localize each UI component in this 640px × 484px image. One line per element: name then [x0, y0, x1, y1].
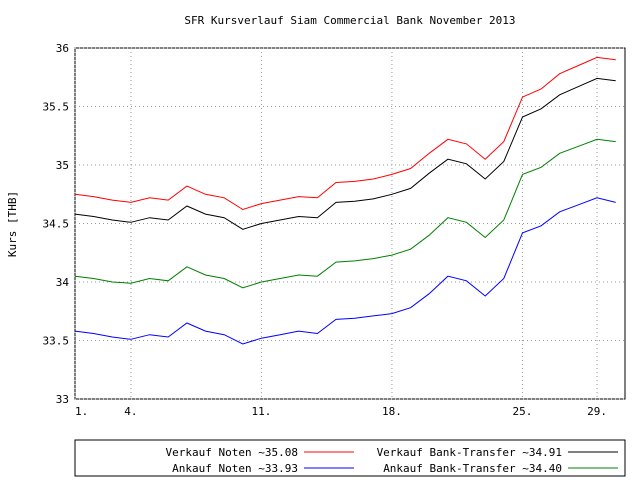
- y-tick-label: 34: [56, 276, 70, 289]
- x-tick-label: 1.: [75, 405, 88, 418]
- series-line: [74, 138, 616, 289]
- y-tick-label: 35.5: [43, 101, 70, 114]
- x-tick-label: 18.: [382, 405, 402, 418]
- legend-label: Ankauf Bank-Transfer ~34.40: [383, 462, 562, 475]
- legend-label: Verkauf Bank-Transfer ~34.91: [377, 446, 562, 459]
- x-tick-label: 11.: [252, 405, 272, 418]
- y-axis-label: Kurs [THB]: [6, 191, 19, 257]
- y-tick-label: 36: [56, 42, 69, 55]
- y-tick-label: 33: [56, 393, 69, 406]
- series-line: [74, 56, 616, 211]
- y-tick-label: 35: [56, 159, 69, 172]
- legend-label: Ankauf Noten ~33.93: [172, 462, 298, 475]
- y-tick-label: 34.5: [43, 218, 70, 231]
- x-tick-label: 25.: [513, 405, 533, 418]
- series-line: [74, 197, 616, 345]
- x-tick-label: 4.: [124, 405, 137, 418]
- chart-title: SFR Kursverlauf Siam Commercial Bank Nov…: [184, 14, 515, 27]
- series-line: [74, 77, 616, 230]
- legend-box: [74, 439, 626, 477]
- y-tick-label: 33.5: [43, 335, 70, 348]
- x-tick-label: 29.: [587, 405, 607, 418]
- plot-frame: [74, 47, 626, 400]
- legend-label: Verkauf Noten ~35.08: [166, 446, 298, 459]
